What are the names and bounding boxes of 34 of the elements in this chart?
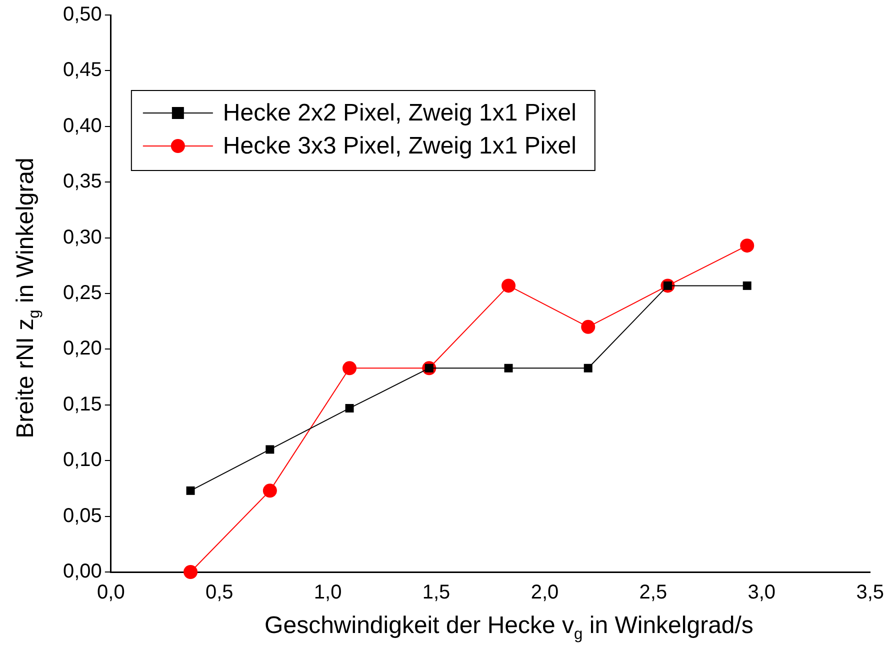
point <box>342 361 357 376</box>
point <box>502 278 516 293</box>
legend-label: Hecke 2x2 Pixel, Zweig 1x1 Pixel <box>222 100 576 127</box>
x-tick-label: 1,0 <box>314 582 342 604</box>
point <box>742 281 752 290</box>
y-tick-label: 0,15 <box>62 393 102 416</box>
point <box>266 445 274 454</box>
x-tick-label: 0,5 <box>205 582 234 604</box>
y-tick-label: 0,25 <box>62 282 102 304</box>
point <box>184 565 198 579</box>
point <box>581 320 596 334</box>
point <box>504 364 513 372</box>
x-tick-label: 3,5 <box>856 582 884 604</box>
point <box>345 404 354 412</box>
y-tick-label: 0,35 <box>62 170 102 193</box>
x-tick-label: 0,0 <box>97 582 125 604</box>
point <box>584 364 592 372</box>
point <box>262 484 277 498</box>
y-tick-label: 0,00 <box>62 560 102 583</box>
x-tick-label: 2,0 <box>530 582 559 604</box>
x-tick-label: 3,0 <box>748 582 776 604</box>
point <box>186 486 195 495</box>
y-tick-label: 0,40 <box>62 114 102 137</box>
y-tick-label: 0,50 <box>62 4 102 26</box>
y-tick-label: 0,45 <box>62 59 102 82</box>
x-tick-label: 1,5 <box>422 582 450 604</box>
x-axis-title: Geschwindigkeit der Hecke v$_{g}$ in Winkelgrad/s <box>264 612 754 644</box>
y-tick-label: 0,30 <box>62 226 102 248</box>
legend-label: Hecke 3x3 Pixel, Zweig 1x1 Pixel <box>222 132 576 160</box>
y-tick-label: 0,05 <box>62 504 102 527</box>
point <box>740 238 754 253</box>
x-tick-label: 2,5 <box>639 582 668 604</box>
y-tick-label: 0,20 <box>62 338 102 360</box>
y-tick-label: 0,10 <box>62 449 102 472</box>
